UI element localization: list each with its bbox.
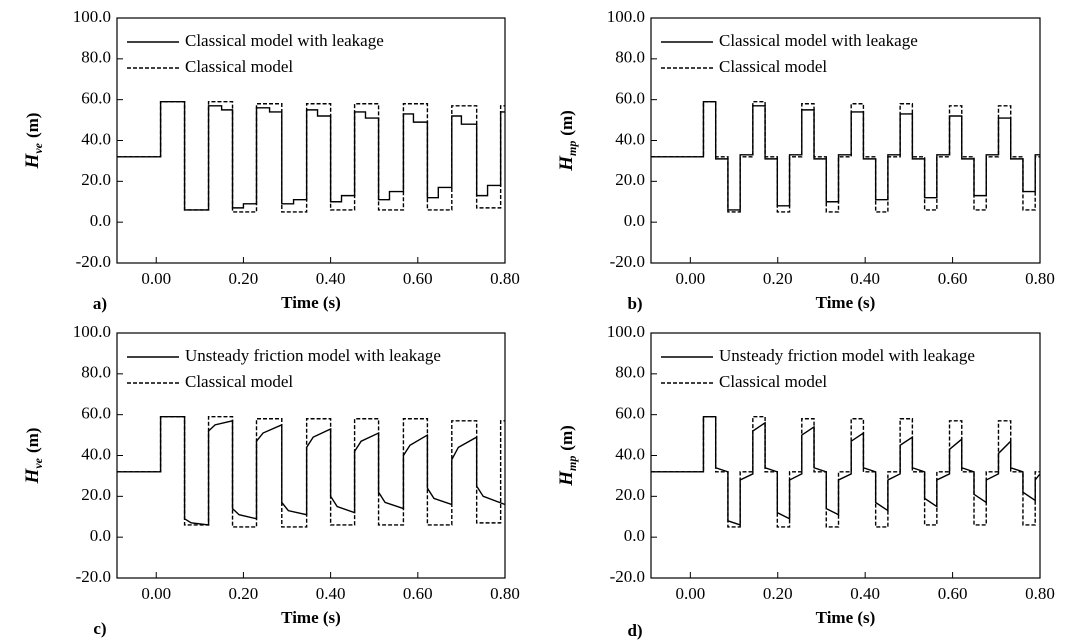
panel-label: a) xyxy=(93,294,107,313)
y-tick-label: 100.0 xyxy=(73,7,111,26)
x-tick-label: 0.80 xyxy=(1025,584,1055,603)
y-tick-label: 40.0 xyxy=(81,129,111,148)
x-tick-label: 0.00 xyxy=(141,269,171,288)
x-axis-label: Time (s) xyxy=(281,608,341,627)
x-tick-label: 0.40 xyxy=(316,269,346,288)
y-axis-label: Hmp (m) xyxy=(556,425,578,487)
series-line xyxy=(117,101,505,211)
series-line xyxy=(651,101,1040,213)
panel: -20.0 0.0 20.0 40.0 60.0 80.0 100.0 0.00 0.20 0.4… xyxy=(22,322,520,638)
x-axis-label: Time (s) xyxy=(816,293,876,312)
x-tick-label: 0.60 xyxy=(403,584,433,603)
x-tick-label: 0.00 xyxy=(675,584,705,603)
x-tick-label: 0.80 xyxy=(490,584,520,603)
x-tick-label: 0.00 xyxy=(141,584,171,603)
y-label-subscript: ve xyxy=(31,457,45,468)
legend-label: Classical model xyxy=(185,372,293,391)
y-tick-label: -20.0 xyxy=(76,252,111,271)
panel: -20.0 0.0 20.0 40.0 60.0 80.0 100.0 0.00 0.20 0.4… xyxy=(22,7,520,313)
series-line xyxy=(117,101,505,213)
legend-label: Unsteady friction model with leakage xyxy=(185,346,441,365)
y-label-subscript: mp xyxy=(565,141,579,156)
x-tick-label: 0.40 xyxy=(850,269,880,288)
x-tick-label: 0.60 xyxy=(403,269,433,288)
x-tick-label: 0.40 xyxy=(316,584,346,603)
y-tick-label: 60.0 xyxy=(81,89,111,108)
series-line xyxy=(651,416,1040,528)
y-axis-label: Hve (m) xyxy=(22,428,44,485)
y-label-unit: (m) xyxy=(23,428,42,453)
y-tick-label: 40.0 xyxy=(615,129,645,148)
legend-label: Classical model with leakage xyxy=(185,31,384,50)
y-tick-label: 0.0 xyxy=(90,211,111,230)
y-tick-label: 0.0 xyxy=(90,526,111,545)
y-label-subscript: mp xyxy=(565,456,579,471)
x-tick-label: 0.60 xyxy=(938,584,968,603)
panel-label: b) xyxy=(627,294,642,313)
y-label-symbol: H xyxy=(556,470,577,487)
y-label-symbol: H xyxy=(22,467,43,484)
panel: -20.0 0.0 20.0 40.0 60.0 80.0 100.0 0.00 0.20 0.4… xyxy=(556,322,1055,640)
y-tick-label: 40.0 xyxy=(615,444,645,463)
y-label-unit: (m) xyxy=(557,425,576,450)
y-tick-label: 60.0 xyxy=(81,404,111,423)
y-tick-label: 80.0 xyxy=(81,48,111,67)
x-tick-label: 0.20 xyxy=(229,269,259,288)
x-tick-label: 0.80 xyxy=(490,269,520,288)
y-tick-label: 0.0 xyxy=(624,211,645,230)
x-tick-label: 0.00 xyxy=(675,269,705,288)
x-tick-label: 0.40 xyxy=(850,584,880,603)
legend-label: Unsteady friction model with leakage xyxy=(719,346,975,365)
x-tick-label: 0.80 xyxy=(1025,269,1055,288)
y-tick-label: 80.0 xyxy=(81,363,111,382)
plot-frame xyxy=(650,332,1041,579)
x-tick-label: 0.20 xyxy=(763,584,793,603)
x-axis-label: Time (s) xyxy=(281,293,341,312)
plot-frame xyxy=(116,17,506,264)
legend-label: Classical model with leakage xyxy=(719,31,918,50)
y-tick-label: 100.0 xyxy=(607,7,645,26)
y-label-symbol: H xyxy=(22,152,43,169)
series-line xyxy=(651,416,1041,526)
y-tick-label: 40.0 xyxy=(81,444,111,463)
y-tick-label: 0.0 xyxy=(624,526,645,545)
y-tick-label: 20.0 xyxy=(615,485,645,504)
y-tick-label: 80.0 xyxy=(615,363,645,382)
series-line xyxy=(117,416,505,528)
y-axis-label: Hve (m) xyxy=(22,113,44,170)
x-tick-label: 0.60 xyxy=(938,269,968,288)
legend-label: Classical model xyxy=(719,57,827,76)
plot-frame xyxy=(650,17,1041,264)
x-axis-label: Time (s) xyxy=(816,608,876,627)
y-label-subscript: ve xyxy=(31,142,45,153)
y-label-symbol: H xyxy=(556,155,577,172)
y-tick-label: 100.0 xyxy=(607,322,645,341)
y-tick-label: -20.0 xyxy=(610,252,645,271)
y-tick-label: 20.0 xyxy=(615,170,645,189)
legend-label: Classical model xyxy=(185,57,293,76)
panel-label: c) xyxy=(93,619,106,638)
y-label-unit: (m) xyxy=(557,110,576,135)
panel: -20.0 0.0 20.0 40.0 60.0 80.0 100.0 0.00 0.20 0.4… xyxy=(556,7,1055,313)
y-tick-label: -20.0 xyxy=(610,567,645,586)
y-tick-label: 100.0 xyxy=(73,322,111,341)
y-label-unit: (m) xyxy=(23,113,42,138)
y-tick-label: 20.0 xyxy=(81,170,111,189)
y-tick-label: 20.0 xyxy=(81,485,111,504)
panel-label: d) xyxy=(627,621,642,640)
series-line xyxy=(651,101,1040,211)
y-tick-label: 60.0 xyxy=(615,89,645,108)
series-line xyxy=(117,416,506,526)
y-axis-label: Hmp (m) xyxy=(556,110,578,172)
y-tick-label: 80.0 xyxy=(615,48,645,67)
y-tick-label: 60.0 xyxy=(615,404,645,423)
x-tick-label: 0.20 xyxy=(229,584,259,603)
x-tick-label: 0.20 xyxy=(763,269,793,288)
y-tick-label: -20.0 xyxy=(76,567,111,586)
plot-frame xyxy=(116,332,506,579)
legend-label: Classical model xyxy=(719,372,827,391)
